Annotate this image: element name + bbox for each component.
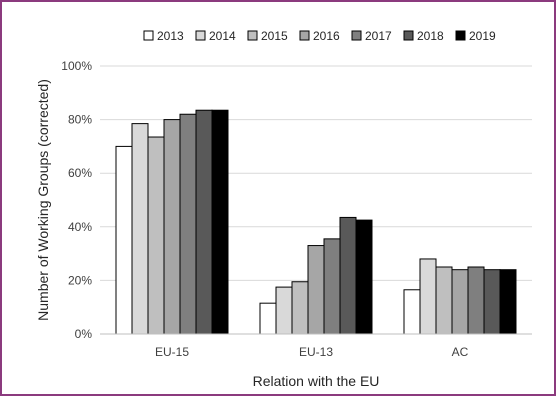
- legend-label-2014: 2014: [209, 29, 236, 43]
- bar-2013-EU-13: [259, 302, 277, 335]
- bar-2019-EU-13: [355, 219, 373, 335]
- y-tick-label: 40%: [68, 220, 92, 234]
- x-tick-label: EU-15: [155, 345, 189, 359]
- legend-label-2015: 2015: [261, 29, 288, 43]
- x-axis-ticks: EU-15 EU-13 AC: [155, 345, 469, 359]
- bar-2014-EU-15: [131, 123, 149, 335]
- bars: [115, 109, 517, 335]
- legend: 2013 2014 2015 2016 2017 2018 2019: [143, 29, 496, 43]
- bar-2018-EU-13: [339, 216, 357, 335]
- bar-2017-EU-15: [179, 113, 197, 335]
- y-axis-title: Number of Working Groups (corrected): [35, 79, 51, 321]
- legend-swatch-2019: [455, 30, 466, 41]
- legend-label-2019: 2019: [469, 29, 496, 43]
- legend-swatch-2018: [403, 30, 414, 41]
- bar-2018-EU-15: [195, 109, 213, 335]
- bar-2015-EU-13: [291, 281, 309, 335]
- bar-chart: 0% 20% 40% 60% 80% 100% EU-15 EU-13 AC 2013 2014…: [35, 29, 532, 389]
- bar-2018-AC: [483, 269, 501, 335]
- legend-swatch-2013: [143, 30, 154, 41]
- x-tick-label: AC: [452, 345, 469, 359]
- legend-label-2013: 2013: [157, 29, 184, 43]
- y-axis-ticks: 0% 20% 40% 60% 80% 100%: [61, 59, 92, 341]
- y-tick-label: 60%: [68, 166, 92, 180]
- bar-2017-AC: [467, 266, 485, 335]
- bar-2016-EU-13: [307, 245, 325, 335]
- legend-swatch-2015: [247, 30, 258, 41]
- x-axis-title: Relation with the EU: [253, 373, 380, 389]
- legend-label-2018: 2018: [417, 29, 444, 43]
- legend-swatch-2014: [195, 30, 206, 41]
- y-tick-label: 100%: [61, 59, 92, 73]
- bar-2017-EU-13: [323, 238, 341, 335]
- bar-2019-AC: [499, 269, 517, 335]
- bar-2015-AC: [435, 266, 453, 335]
- bar-2016-EU-15: [163, 119, 181, 335]
- legend-swatch-2016: [299, 30, 310, 41]
- bar-2013-AC: [403, 289, 421, 335]
- x-tick-label: EU-13: [299, 345, 333, 359]
- bar-2015-EU-15: [147, 136, 165, 335]
- bar-2014-EU-13: [275, 286, 293, 335]
- bar-2016-AC: [451, 269, 469, 335]
- legend-label-2016: 2016: [313, 29, 340, 43]
- legend-swatch-2017: [351, 30, 362, 41]
- legend-label-2017: 2017: [365, 29, 392, 43]
- bar-2013-EU-15: [115, 145, 133, 335]
- bar-2019-EU-15: [211, 109, 229, 335]
- y-tick-label: 0%: [75, 327, 93, 341]
- y-tick-label: 80%: [68, 113, 92, 127]
- bar-2014-AC: [419, 258, 437, 335]
- y-tick-label: 20%: [68, 273, 92, 287]
